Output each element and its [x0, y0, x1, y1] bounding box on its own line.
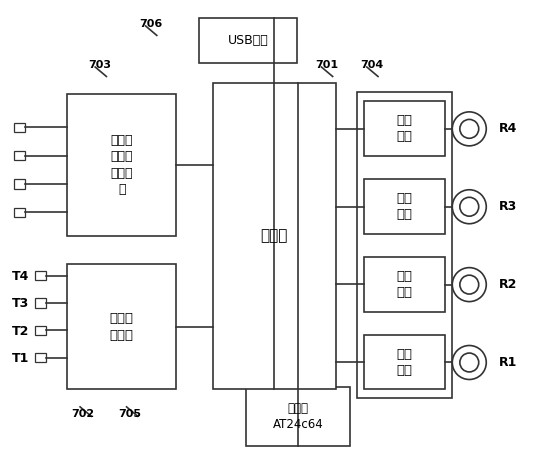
- Circle shape: [452, 190, 486, 224]
- Text: R4: R4: [498, 122, 517, 135]
- Bar: [14, 123, 25, 132]
- Bar: [357, 92, 452, 398]
- Text: 温度区
分界线
检测单
元: 温度区 分界线 检测单 元: [110, 134, 133, 196]
- Text: T3: T3: [12, 297, 30, 311]
- Text: 温控
电路: 温控 电路: [396, 192, 413, 221]
- Bar: [364, 257, 445, 312]
- Circle shape: [452, 268, 486, 302]
- Bar: [14, 151, 25, 160]
- Bar: [199, 18, 297, 63]
- Bar: [67, 94, 176, 236]
- Text: 705: 705: [119, 409, 142, 419]
- Circle shape: [452, 112, 486, 146]
- Bar: [364, 179, 445, 234]
- Text: USB接口: USB接口: [227, 34, 268, 47]
- Text: T2: T2: [12, 325, 30, 338]
- Bar: [14, 179, 25, 189]
- Circle shape: [452, 346, 486, 379]
- Text: 温控
电路: 温控 电路: [396, 270, 413, 299]
- Text: 温控
电路: 温控 电路: [396, 347, 413, 377]
- Bar: [364, 101, 445, 156]
- Bar: [364, 335, 445, 389]
- Bar: [35, 326, 46, 335]
- Text: 702: 702: [72, 409, 95, 419]
- Bar: [246, 387, 350, 446]
- Bar: [35, 353, 46, 362]
- Text: 温度检
测单元: 温度检 测单元: [110, 312, 134, 342]
- Text: R1: R1: [498, 356, 517, 369]
- Text: 706: 706: [139, 18, 162, 29]
- Text: 存贮器
AT24c64: 存贮器 AT24c64: [273, 402, 324, 431]
- Bar: [67, 264, 176, 389]
- Bar: [35, 298, 46, 308]
- Text: 处理器: 处理器: [261, 228, 288, 244]
- Circle shape: [460, 197, 479, 216]
- Text: 701: 701: [315, 60, 338, 70]
- Circle shape: [460, 353, 479, 372]
- Circle shape: [460, 119, 479, 138]
- Bar: [35, 271, 46, 280]
- Text: R2: R2: [498, 278, 517, 291]
- Bar: [14, 208, 25, 217]
- Text: 温控
电路: 温控 电路: [396, 114, 413, 143]
- Text: 704: 704: [360, 60, 384, 70]
- Text: T1: T1: [12, 352, 30, 365]
- Text: 703: 703: [88, 60, 111, 70]
- Circle shape: [460, 275, 479, 294]
- Text: T4: T4: [12, 270, 30, 283]
- Bar: [213, 83, 336, 389]
- Text: R3: R3: [498, 200, 517, 213]
